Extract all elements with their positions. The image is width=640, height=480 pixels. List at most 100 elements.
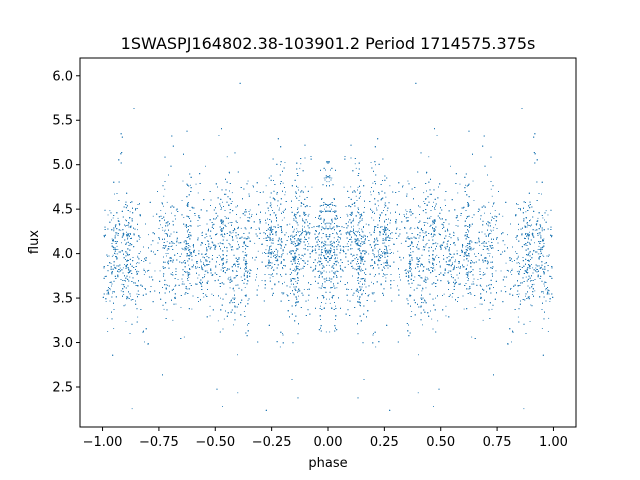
data-point xyxy=(380,215,381,217)
data-point xyxy=(293,228,295,230)
data-point xyxy=(477,279,479,280)
data-point xyxy=(159,270,161,272)
data-point xyxy=(230,232,232,234)
data-point xyxy=(400,242,402,244)
data-point xyxy=(308,243,310,245)
data-point xyxy=(129,244,131,246)
data-point xyxy=(365,250,367,252)
data-point xyxy=(276,258,278,260)
data-point xyxy=(302,225,303,227)
data-point xyxy=(340,248,342,250)
data-point xyxy=(324,243,326,245)
data-point xyxy=(164,188,166,190)
data-point xyxy=(129,276,131,278)
data-point xyxy=(119,223,121,225)
data-point xyxy=(232,249,234,251)
data-point xyxy=(534,229,536,231)
data-point xyxy=(352,255,353,257)
data-point xyxy=(537,217,539,219)
data-point xyxy=(516,271,518,273)
data-point xyxy=(145,289,146,290)
data-point xyxy=(536,269,538,271)
data-point xyxy=(148,276,150,278)
data-point xyxy=(518,293,520,295)
data-point xyxy=(110,263,112,264)
data-point xyxy=(530,219,531,221)
data-point xyxy=(465,246,467,248)
data-point xyxy=(129,217,131,219)
data-point xyxy=(410,287,412,288)
data-point xyxy=(195,183,197,185)
data-point xyxy=(174,285,176,287)
data-point xyxy=(495,270,497,272)
data-point xyxy=(268,265,270,267)
data-points xyxy=(102,82,554,411)
data-point xyxy=(427,222,429,224)
data-point xyxy=(314,248,316,250)
data-point xyxy=(113,230,115,232)
data-point xyxy=(120,290,122,292)
data-point xyxy=(488,249,490,251)
data-point xyxy=(281,275,283,277)
data-point xyxy=(112,217,114,219)
data-point xyxy=(107,331,109,332)
data-point xyxy=(268,210,270,212)
data-point xyxy=(237,392,239,394)
data-point xyxy=(397,285,398,287)
data-point xyxy=(538,249,540,250)
data-point xyxy=(539,253,541,255)
data-point xyxy=(243,243,245,245)
data-point xyxy=(375,164,376,166)
data-point xyxy=(215,265,217,267)
data-point xyxy=(231,201,233,202)
data-point xyxy=(450,274,452,276)
data-point xyxy=(407,299,409,301)
data-point xyxy=(428,259,430,261)
data-point xyxy=(545,210,547,212)
data-point xyxy=(544,263,546,264)
data-point xyxy=(166,249,168,251)
data-point xyxy=(117,253,119,255)
data-point xyxy=(131,408,133,410)
data-point xyxy=(254,242,256,244)
data-point xyxy=(281,261,282,262)
data-point xyxy=(197,192,199,194)
data-point xyxy=(329,206,331,208)
data-point xyxy=(166,284,168,286)
data-point xyxy=(330,240,332,242)
data-point xyxy=(150,244,152,246)
data-point xyxy=(518,270,520,272)
data-point xyxy=(355,167,357,169)
data-point xyxy=(297,230,298,232)
data-point xyxy=(357,295,358,297)
data-point xyxy=(223,318,225,320)
data-point xyxy=(320,305,321,307)
data-point xyxy=(544,219,545,221)
data-point xyxy=(121,283,123,285)
data-point xyxy=(422,324,423,326)
data-point xyxy=(202,231,203,233)
data-point xyxy=(535,223,537,225)
data-point xyxy=(109,210,111,212)
data-point xyxy=(422,232,424,234)
data-point xyxy=(294,256,296,258)
data-point xyxy=(265,265,267,266)
data-point xyxy=(333,237,335,239)
data-point xyxy=(354,163,356,165)
data-point xyxy=(330,211,332,213)
data-point xyxy=(430,216,432,217)
data-point xyxy=(433,201,434,203)
data-point xyxy=(369,232,371,234)
data-point xyxy=(358,228,360,230)
data-point xyxy=(378,252,379,254)
data-point xyxy=(281,219,283,221)
data-point xyxy=(418,241,419,243)
data-point xyxy=(152,215,154,217)
data-point xyxy=(164,233,166,234)
data-point xyxy=(172,272,173,273)
data-point xyxy=(282,182,284,184)
data-point xyxy=(361,228,363,230)
data-point xyxy=(371,217,373,219)
data-point xyxy=(527,235,529,237)
data-point xyxy=(226,259,228,261)
